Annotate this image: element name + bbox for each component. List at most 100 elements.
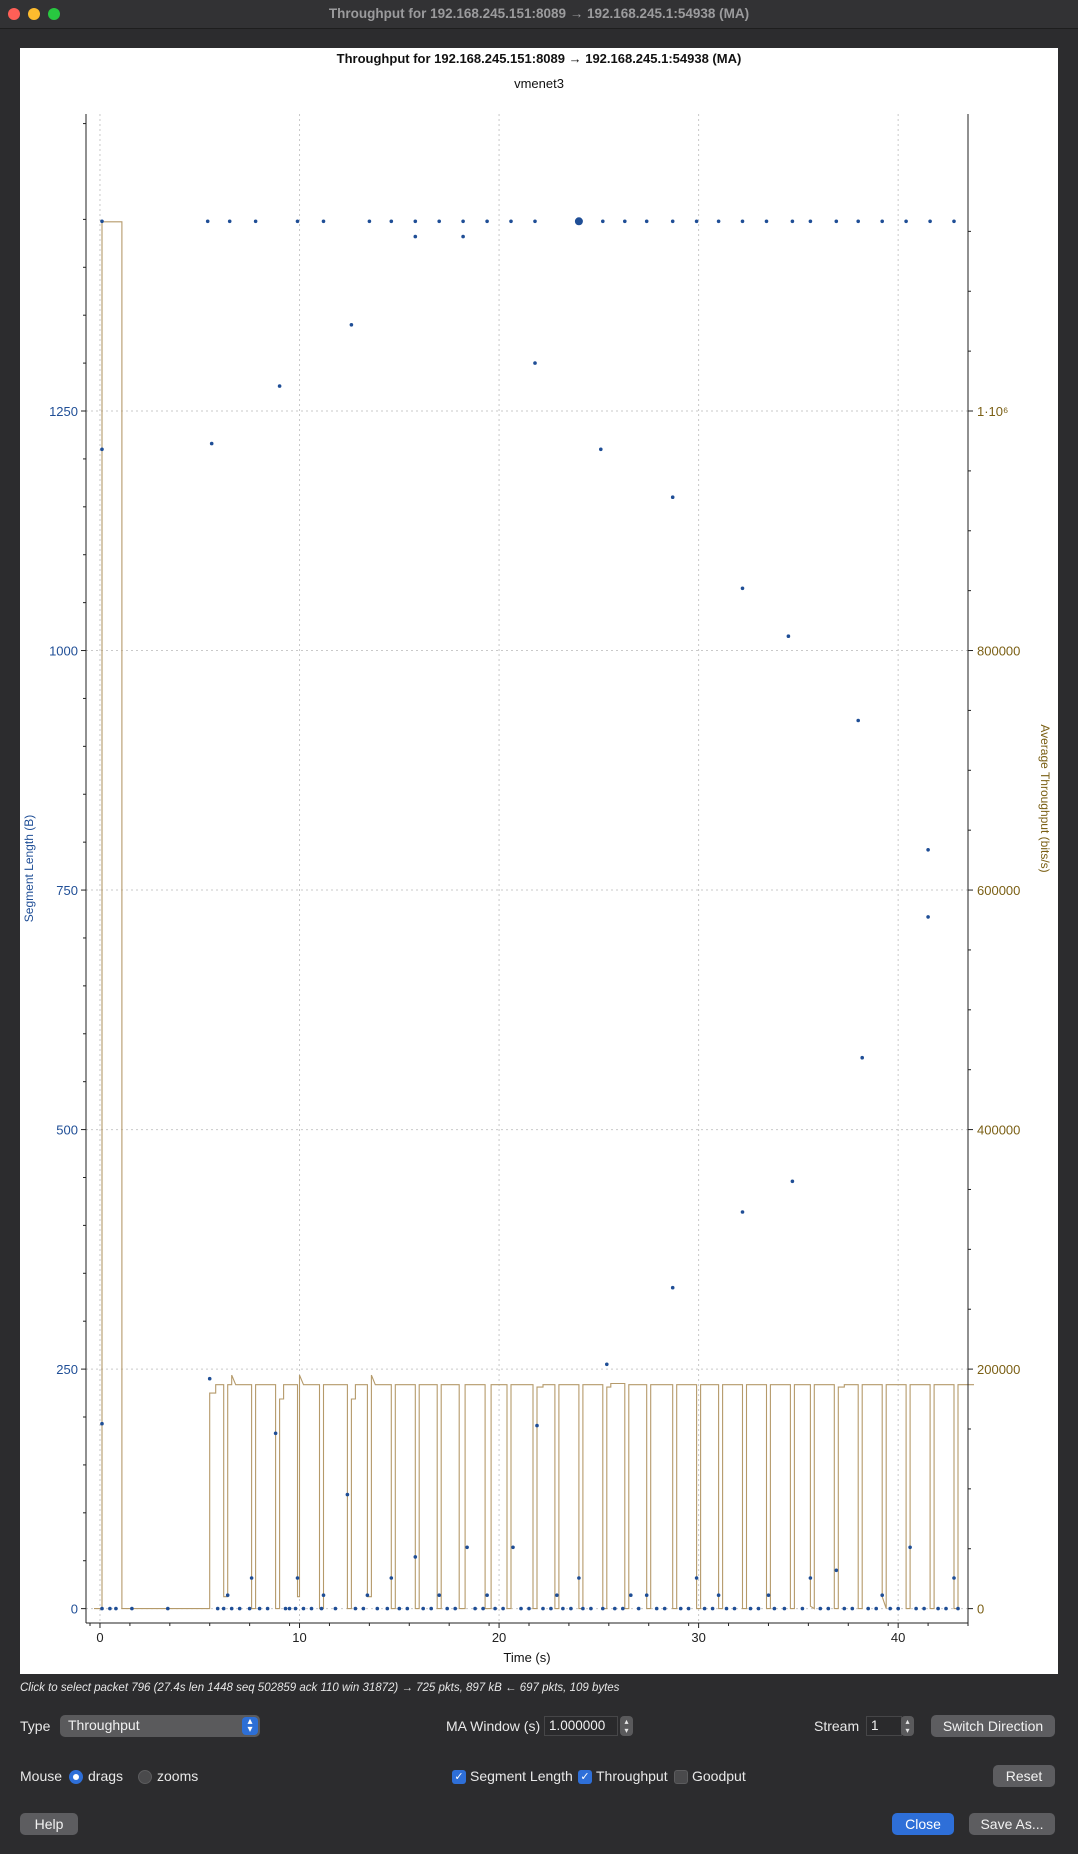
segment-point [511, 1545, 515, 1550]
segment-point [922, 1606, 926, 1611]
segment-point [670, 495, 675, 500]
segment-point [527, 1606, 531, 1611]
segment-point [321, 1593, 326, 1597]
segment-point [842, 1606, 847, 1611]
segment-point [766, 1593, 771, 1597]
segment-point [413, 219, 418, 224]
goodput-checkbox[interactable] [674, 1770, 688, 1784]
segment-point [772, 1606, 777, 1611]
segment-point [225, 1593, 230, 1597]
segment-length-checkbox[interactable]: ✓ [452, 1770, 466, 1784]
segment-point [365, 1593, 370, 1597]
save-as-button[interactable]: Save As... [969, 1813, 1055, 1835]
window-minimize-button[interactable] [28, 8, 40, 20]
x-axis-label: Time (s) [503, 1650, 550, 1665]
throughput-line [94, 221, 974, 1610]
segment-point [413, 1555, 418, 1559]
drags-radio[interactable] [69, 1770, 83, 1784]
segment-point [860, 1055, 864, 1060]
segment-point [724, 1606, 729, 1611]
ma-window-stepper-icon[interactable]: ▴ ▾ [620, 1716, 633, 1736]
y2-tick-label: 800000 [977, 644, 1020, 659]
segment-point [716, 1593, 721, 1597]
segment-point [247, 1606, 252, 1611]
segment-point [904, 219, 908, 224]
segment-point [461, 219, 465, 224]
reset-button[interactable]: Reset [993, 1765, 1055, 1787]
segment-point [295, 219, 300, 224]
zooms-radio[interactable] [138, 1770, 152, 1784]
segment-point [237, 1606, 242, 1611]
segment-point [732, 1606, 737, 1611]
type-select[interactable]: Throughput ▴ ▾ [60, 1715, 260, 1737]
goodput-label: Goodput [692, 1768, 746, 1784]
x-tick-label: 0 [96, 1630, 103, 1645]
segment-point [100, 447, 104, 452]
throughput-chart[interactable]: 0 10 20 30 40 0 250 500 750 1000 1250 0 200000 400000… [20, 48, 1058, 1674]
throughput-label: Throughput [596, 1768, 668, 1784]
segment-point [748, 1606, 753, 1611]
segment-point [926, 915, 930, 919]
segment-point [694, 219, 699, 224]
segment-point [445, 1606, 450, 1611]
throughput-checkbox[interactable]: ✓ [578, 1770, 592, 1784]
segment-point [790, 1179, 795, 1184]
segment-point [662, 1606, 667, 1611]
segment-point [623, 219, 627, 224]
y2-tick-label: 200000 [977, 1362, 1020, 1377]
segment-point [493, 1606, 497, 1611]
segment-point [670, 219, 675, 224]
segment-point [581, 1606, 585, 1611]
segment-point [613, 1606, 617, 1611]
segment-point [786, 634, 791, 638]
close-button[interactable]: Close [892, 1813, 954, 1835]
segment-point [764, 219, 769, 224]
mouse-label: Mouse [20, 1768, 63, 1784]
segment-point [385, 1606, 390, 1611]
segment-point [319, 1606, 324, 1611]
window-zoom-button[interactable] [48, 8, 60, 20]
segment-point [599, 447, 603, 452]
stream-stepper-icon[interactable]: ▴ ▾ [901, 1716, 914, 1736]
segment-point [561, 1606, 565, 1611]
help-button[interactable]: Help [20, 1813, 78, 1835]
segment-point [519, 1606, 523, 1611]
y2-tick-label: 1·10⁶ [977, 404, 1008, 419]
plot-area[interactable]: 0 10 20 30 40 0 250 500 750 1000 1250 0 200000 400000… [20, 48, 1058, 1674]
stream-field[interactable]: 1 [866, 1716, 902, 1736]
segment-point [808, 219, 813, 224]
status-hint: Click to select packet 796 (27.4s len 14… [20, 1682, 620, 1694]
segment-point [397, 1606, 402, 1611]
segment-point [229, 1606, 234, 1611]
y-tick-label: 1250 [49, 404, 78, 419]
segment-point [295, 1576, 300, 1580]
ma-window-label: MA Window (s) [446, 1718, 541, 1734]
window-close-button[interactable] [8, 8, 20, 20]
segment-point [257, 1606, 262, 1611]
segment-point [461, 234, 465, 239]
segment-point [808, 1576, 813, 1580]
segment-point [621, 1606, 625, 1611]
y-tick-label: 250 [56, 1362, 78, 1377]
segment-point [375, 1606, 380, 1611]
segment-point [100, 1421, 104, 1426]
segment-point [277, 384, 282, 388]
x-tick-label: 10 [292, 1630, 306, 1645]
segment-point [926, 848, 930, 852]
segment-point [880, 1593, 884, 1597]
ma-window-field[interactable]: 1.000000 [544, 1716, 618, 1736]
chart-title: Throughput for 192.168.245.151:8089 → 19… [337, 51, 742, 66]
segment-point [740, 219, 745, 224]
checkmark-icon: ✓ [580, 1771, 590, 1783]
segment-point [601, 1606, 605, 1611]
y-tick-label: 500 [56, 1123, 78, 1138]
segment-point [353, 1606, 358, 1611]
segment-point [936, 1606, 940, 1611]
switch-direction-button[interactable]: Switch Direction [931, 1715, 1055, 1737]
segment-point [535, 1423, 539, 1428]
segment-point [644, 219, 649, 224]
segment-point [389, 1576, 394, 1580]
zooms-label: zooms [157, 1768, 199, 1784]
segment-point [956, 1606, 960, 1611]
segment-point [636, 1606, 641, 1611]
